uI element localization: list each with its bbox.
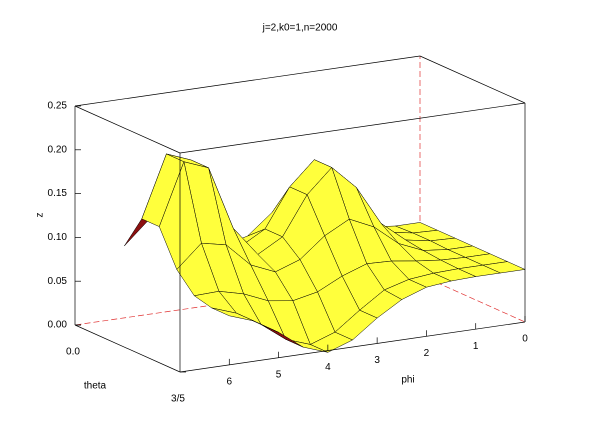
box-edge [179, 321, 526, 373]
x-tick-label: 4 [325, 362, 331, 373]
box-edge [74, 324, 181, 373]
chart-title: j=2,k0=1,n=2000 [262, 23, 338, 34]
z-axis-label: z [35, 213, 46, 218]
y-tick-label: 0.0 [66, 347, 80, 358]
x-tick-label: 5 [276, 369, 282, 380]
y-tick-label: 3/5 [171, 394, 185, 405]
x-tick-label: 6 [227, 376, 233, 387]
x-axis-label: phi [401, 375, 414, 386]
z-tick-label: 0.15 [48, 188, 68, 199]
x-tick-label: 3 [374, 355, 380, 366]
z-tick-label: 0.00 [48, 320, 68, 331]
box-edge [74, 105, 181, 154]
z-tick-label: 0.25 [48, 101, 68, 112]
x-tick-label: 0 [522, 334, 528, 345]
box-edge [419, 55, 526, 104]
surface-patch [211, 307, 255, 322]
x-tick-label: 1 [473, 341, 479, 352]
x-tick-label: 2 [424, 348, 430, 359]
z-tick-label: 0.05 [48, 276, 68, 287]
box-edge [74, 55, 421, 107]
z-tick-label: 0.10 [48, 232, 68, 243]
z-tick-label: 0.20 [48, 144, 68, 155]
box-edge [179, 102, 526, 154]
y-axis-label: theta [84, 381, 107, 392]
